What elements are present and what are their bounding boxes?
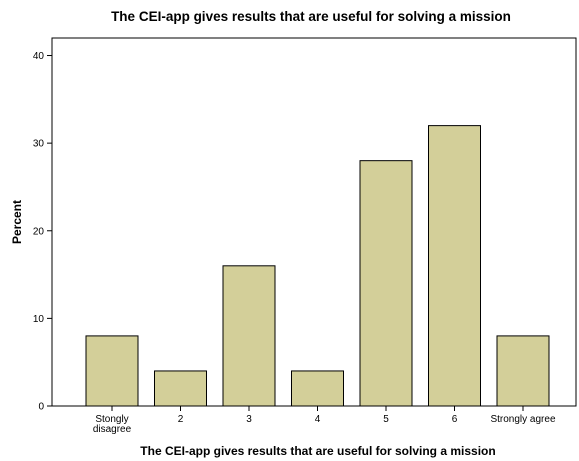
- x-tick-label: Strongly agree: [490, 414, 555, 425]
- y-tick-label: 20: [33, 226, 45, 237]
- bar-6: [429, 126, 481, 406]
- x-tick-label: 5: [383, 414, 389, 425]
- x-tick-label: 2: [178, 414, 184, 425]
- x-tick-label: Stongly disagree: [93, 414, 132, 435]
- y-axis-label: Percent: [10, 200, 24, 244]
- y-tick-label: 10: [33, 314, 45, 325]
- x-tick-label: 3: [246, 414, 252, 425]
- x-tick-label: 6: [452, 414, 458, 425]
- bar-2: [155, 371, 207, 406]
- bar-1: [86, 336, 138, 406]
- y-tick-label: 0: [38, 402, 44, 413]
- chart-title: The CEI-app gives results that are usefu…: [111, 9, 511, 24]
- bar-5: [360, 161, 412, 406]
- x-tick-label: 4: [315, 414, 321, 425]
- bar-4: [292, 371, 344, 406]
- x-axis: Stongly disagree 2 3 4 5 6 Strongly agree: [93, 406, 556, 435]
- y-tick-label: 40: [33, 51, 45, 62]
- x-axis-label: The CEI-app gives results that are usefu…: [140, 444, 495, 458]
- y-axis: 0 10 20 30 40: [33, 51, 52, 412]
- bar-3: [223, 266, 275, 406]
- y-tick-label: 30: [33, 139, 45, 150]
- bar-7: [497, 336, 549, 406]
